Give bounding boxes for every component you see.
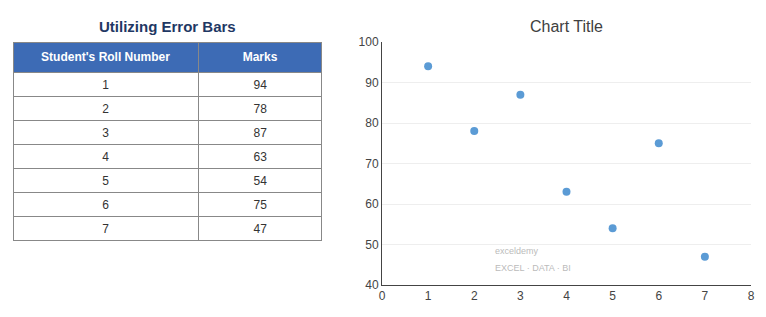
svg-text:7: 7 [702, 289, 709, 303]
svg-text:Marks: Marks [243, 50, 278, 64]
svg-text:EXCEL · DATA · BI: EXCEL · DATA · BI [495, 263, 571, 273]
svg-text:1: 1 [425, 289, 432, 303]
svg-text:4: 4 [102, 150, 109, 164]
svg-text:78: 78 [254, 102, 268, 116]
svg-text:6: 6 [102, 198, 109, 212]
svg-text:54: 54 [254, 174, 268, 188]
svg-text:75: 75 [254, 198, 268, 212]
svg-text:2: 2 [102, 102, 109, 116]
svg-text:exceldemy: exceldemy [495, 246, 539, 256]
svg-text:Student's Roll Number: Student's Roll Number [41, 50, 170, 64]
svg-text:3: 3 [102, 126, 109, 140]
svg-text:70: 70 [365, 157, 379, 171]
svg-text:47: 47 [254, 222, 268, 236]
svg-text:5: 5 [102, 174, 109, 188]
svg-text:60: 60 [365, 197, 379, 211]
svg-text:8: 8 [748, 289, 755, 303]
svg-text:87: 87 [254, 126, 268, 140]
svg-text:3: 3 [517, 289, 524, 303]
svg-text:5: 5 [609, 289, 616, 303]
svg-text:94: 94 [254, 78, 268, 92]
svg-text:7: 7 [102, 222, 109, 236]
svg-text:Utilizing Error Bars: Utilizing Error Bars [99, 18, 236, 35]
svg-text:40: 40 [365, 278, 379, 292]
svg-text:2: 2 [471, 289, 478, 303]
svg-text:Chart Title: Chart Title [530, 18, 603, 35]
svg-text:0: 0 [379, 289, 386, 303]
svg-text:90: 90 [365, 76, 379, 90]
svg-text:4: 4 [563, 289, 570, 303]
svg-text:63: 63 [254, 150, 268, 164]
svg-text:1: 1 [102, 78, 109, 92]
svg-text:80: 80 [365, 116, 379, 130]
svg-text:100: 100 [359, 35, 379, 49]
svg-text:6: 6 [655, 289, 662, 303]
svg-text:50: 50 [365, 238, 379, 252]
